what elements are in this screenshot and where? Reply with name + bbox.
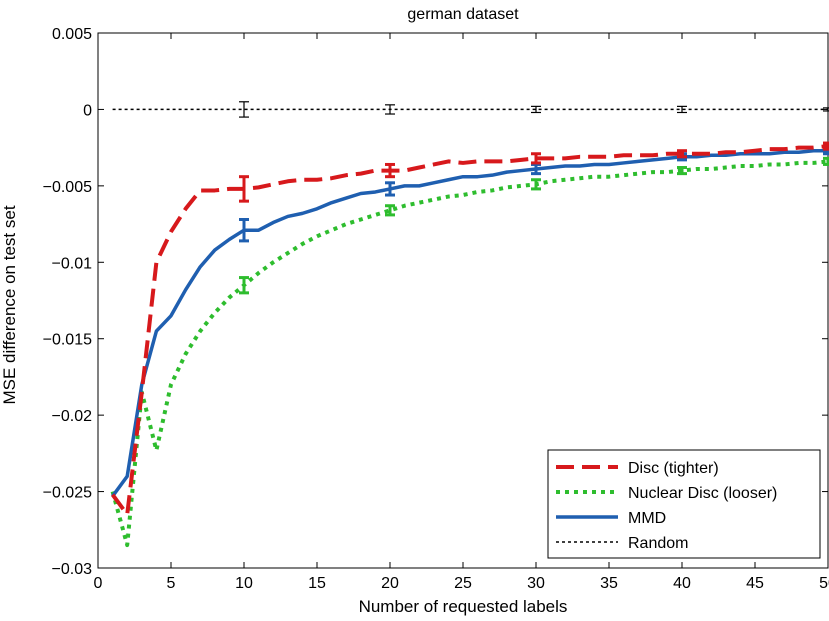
series-layer [110, 101, 829, 548]
series-2 [111, 146, 829, 498]
series-line [111, 148, 828, 498]
error-bar [385, 181, 395, 197]
series-3 [112, 101, 829, 118]
series-1 [110, 156, 829, 548]
y-tick-label: −0.025 [43, 485, 92, 502]
error-bar [385, 204, 395, 217]
x-axis-label: Number of requested labels [359, 597, 568, 616]
error-bar [823, 141, 829, 151]
error-bar [239, 175, 249, 203]
legend-item: Random [556, 535, 688, 552]
x-tick-label: 10 [235, 575, 253, 592]
error-bar [677, 166, 687, 176]
y-tick-label: −0.015 [43, 332, 92, 349]
y-axis-label: MSE difference on test set [0, 205, 19, 404]
y-tick-label: 0 [83, 102, 92, 119]
error-bar [677, 105, 687, 114]
legend-item: Disc (tighter) [556, 460, 719, 477]
x-tick-label: 0 [94, 575, 103, 592]
y-tick-label: −0.03 [52, 561, 93, 578]
x-tick-label: 40 [673, 575, 691, 592]
y-tick-label: 0.005 [52, 26, 92, 43]
x-tick-label: 45 [746, 575, 764, 592]
error-bar [531, 105, 541, 114]
y-tick-label: −0.01 [52, 255, 93, 272]
legend-item: MMD [556, 510, 666, 527]
error-bar [677, 149, 687, 159]
legend-item: Nuclear Disc (looser) [556, 485, 777, 502]
series-line [110, 159, 829, 548]
series-0 [110, 141, 829, 517]
error-bar [385, 104, 395, 115]
error-bar [239, 276, 249, 295]
x-tick-label: 20 [381, 575, 399, 592]
series-line [110, 144, 829, 517]
x-tick-label: 30 [527, 575, 545, 592]
legend-label: Disc (tighter) [628, 460, 719, 477]
error-bar [531, 178, 541, 191]
legend: Disc (tighter) Nuclear Disc (looser) MMD Ra… [547, 449, 821, 559]
x-tick-label: 50 [819, 575, 829, 592]
error-bar [239, 217, 249, 243]
x-tick-label: 5 [167, 575, 176, 592]
error-bar [531, 152, 541, 165]
x-tick-label: 15 [308, 575, 326, 592]
error-bar [531, 162, 541, 176]
error-bar [823, 156, 829, 166]
legend-label: MMD [628, 510, 666, 527]
legend-label: Nuclear Disc (looser) [628, 485, 777, 502]
chart-title: german dataset [407, 6, 519, 23]
axes: 0 5 10 15 20 25 30 35 40 45 50 0.005 0 −0.005 −0.01 −0.… [43, 26, 829, 592]
y-tick-label: −0.02 [52, 408, 93, 425]
legend-label: Random [628, 535, 688, 552]
error-bar [239, 101, 249, 118]
error-bar [385, 162, 395, 179]
x-tick-label: 25 [454, 575, 472, 592]
error-bar [823, 107, 829, 112]
x-tick-label: 35 [600, 575, 618, 592]
y-tick-label: −0.005 [43, 179, 92, 196]
